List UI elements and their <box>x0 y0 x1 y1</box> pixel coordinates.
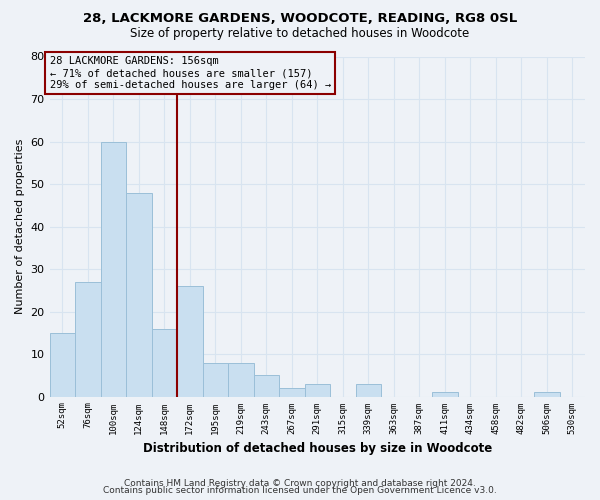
Text: 28, LACKMORE GARDENS, WOODCOTE, READING, RG8 0SL: 28, LACKMORE GARDENS, WOODCOTE, READING,… <box>83 12 517 26</box>
Text: Contains public sector information licensed under the Open Government Licence v3: Contains public sector information licen… <box>103 486 497 495</box>
Bar <box>534 392 560 396</box>
Text: Size of property relative to detached houses in Woodcote: Size of property relative to detached ho… <box>130 28 470 40</box>
Bar <box>126 192 152 396</box>
Y-axis label: Number of detached properties: Number of detached properties <box>15 139 25 314</box>
Bar <box>279 388 305 396</box>
Bar <box>177 286 203 397</box>
X-axis label: Distribution of detached houses by size in Woodcote: Distribution of detached houses by size … <box>143 442 492 455</box>
Bar <box>152 328 177 396</box>
Text: Contains HM Land Registry data © Crown copyright and database right 2024.: Contains HM Land Registry data © Crown c… <box>124 478 476 488</box>
Bar <box>305 384 330 396</box>
Bar <box>101 142 126 396</box>
Bar <box>75 282 101 397</box>
Bar <box>254 376 279 396</box>
Bar <box>203 362 228 396</box>
Bar <box>228 362 254 396</box>
Bar <box>356 384 381 396</box>
Bar <box>50 333 75 396</box>
Text: 28 LACKMORE GARDENS: 156sqm
← 71% of detached houses are smaller (157)
29% of se: 28 LACKMORE GARDENS: 156sqm ← 71% of det… <box>50 56 331 90</box>
Bar <box>432 392 458 396</box>
